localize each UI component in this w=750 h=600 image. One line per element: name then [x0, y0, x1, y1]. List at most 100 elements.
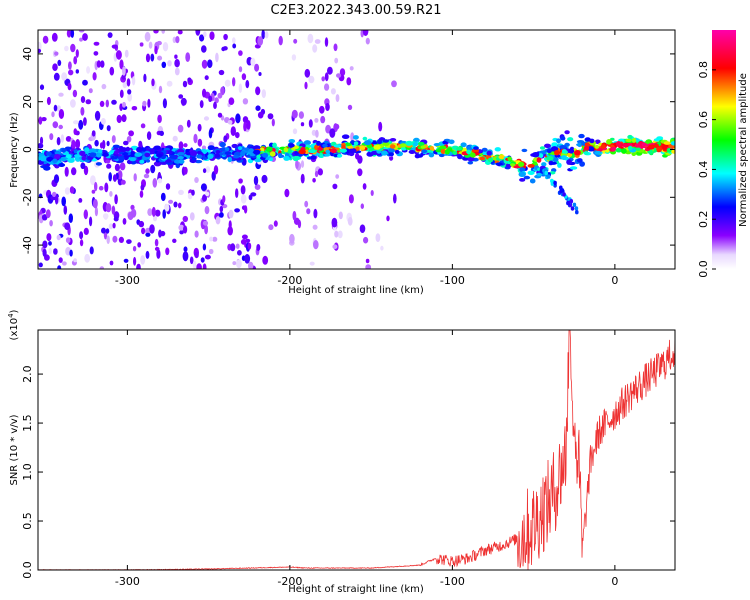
spectrogram-cell — [317, 147, 324, 151]
spectrogram-cell — [70, 43, 76, 53]
spectrogram-cell — [117, 170, 123, 180]
spectrogram-cell — [347, 104, 353, 110]
spectrogram-cell — [196, 263, 202, 269]
spectrogram-cell — [324, 37, 329, 47]
spectrogram-cell — [82, 33, 88, 41]
spectrogram-cell — [546, 148, 552, 154]
spectrogram-cell — [42, 248, 47, 257]
spectrogram-cell — [175, 36, 180, 44]
spectrogram-cell — [312, 224, 318, 230]
spectrogram-cell — [312, 178, 316, 183]
spectrogram-cell — [39, 136, 44, 145]
spectrogram-cell — [213, 165, 219, 175]
spectrogram-cell — [99, 100, 105, 107]
spectrogram-cell — [439, 145, 447, 150]
spectrogram-cell — [278, 152, 283, 159]
spectrogram-cell — [219, 141, 226, 148]
spectrogram-cell — [202, 88, 207, 98]
spectrogram-cell — [48, 241, 52, 246]
spectrogram-cell — [594, 150, 602, 155]
spectrogram-xtick-label: -300 — [115, 274, 140, 287]
spectrogram-cell — [114, 163, 120, 172]
spectrogram-cell — [94, 139, 99, 147]
spectrogram-cell — [180, 97, 187, 106]
snr-frame — [37, 329, 676, 571]
spectrogram-cell — [38, 116, 43, 125]
spectrogram-cell — [178, 159, 185, 164]
spectrogram-cell — [268, 157, 274, 162]
spectrogram-cell — [209, 31, 215, 40]
spectrogram-cell — [122, 218, 127, 225]
spectrogram-cell — [322, 143, 328, 148]
snr-xtick-label: -100 — [440, 575, 465, 588]
spectrogram-cell — [52, 191, 57, 197]
spectrogram-cell — [330, 148, 337, 154]
snr-ytick-label: 0.0 — [21, 561, 34, 579]
spectrogram-cell — [187, 77, 192, 83]
spectrogram-cell — [228, 97, 235, 105]
spectrogram-cell — [562, 192, 566, 197]
spectrogram-cell — [442, 140, 448, 145]
spectrogram-cell — [566, 159, 572, 165]
spectrogram-cell — [214, 97, 219, 104]
spectrogram-cell — [378, 121, 383, 132]
spectrogram-cell — [656, 146, 662, 152]
spectrogram-cell — [232, 155, 240, 159]
spectrogram-cell — [262, 255, 269, 265]
spectrogram-cell — [310, 155, 317, 160]
spectrogram-cell — [201, 59, 208, 69]
spectrogram-cell — [272, 142, 277, 148]
spectrogram-cell — [61, 196, 66, 207]
spectrogram-cell — [178, 224, 185, 231]
spectrogram-cell — [595, 139, 601, 145]
spectrogram-cell — [82, 79, 88, 86]
spectrogram-cell — [486, 150, 492, 156]
spectrogram-cell — [71, 139, 76, 150]
spectrogram-cell — [68, 69, 74, 76]
spectrogram-cell — [89, 246, 94, 255]
spectrogram-cell — [235, 188, 239, 199]
spectrogram-cell — [64, 45, 69, 52]
spectrogram-cell — [116, 114, 122, 124]
spectrogram-cell — [267, 113, 274, 120]
spectrogram-cell — [83, 117, 87, 126]
spectrogram-cell — [202, 168, 207, 174]
spectrogram-cell — [114, 150, 120, 155]
spectrogram-cell — [666, 147, 672, 153]
spectrogram-cell — [162, 42, 169, 52]
spectrogram-cell — [309, 261, 315, 266]
spectrogram-cell — [79, 150, 86, 156]
spectrogram-cell — [99, 142, 104, 149]
snr-ytick-label: 1.5 — [21, 414, 34, 432]
spectrogram-cell — [257, 36, 264, 46]
spectrogram-cell — [237, 146, 243, 151]
spectrogram-cell — [579, 161, 585, 167]
spectrogram-cell — [199, 100, 204, 109]
spectrogram-cell — [631, 137, 637, 143]
spectrogram-cell — [262, 152, 269, 158]
spectrogram-xtick-label: -200 — [277, 274, 302, 287]
spectrogram-cell — [228, 209, 234, 219]
spectrogram-marks — [38, 30, 675, 269]
spectrogram-cell — [54, 151, 62, 155]
spectrogram-cell — [109, 191, 113, 197]
spectrogram-cell — [544, 170, 549, 176]
spectrogram-cell — [83, 165, 89, 176]
spectrogram-cell — [338, 211, 343, 220]
spectrogram-cell — [57, 265, 62, 269]
spectrogram-cell — [141, 155, 148, 161]
spectrogram-cell — [54, 194, 59, 205]
spectrogram-cell — [304, 200, 309, 208]
spectrogram-cell — [124, 49, 129, 58]
spectrogram-cell — [93, 51, 99, 56]
spectrogram-cell — [313, 240, 319, 250]
spectrogram-cell — [153, 30, 159, 34]
spectrogram-cell — [141, 227, 146, 235]
spectrogram-cell — [254, 63, 260, 72]
spectrogram-cell — [39, 156, 47, 161]
spectrogram-cell — [289, 233, 295, 244]
spectrogram-cell — [105, 99, 110, 108]
spectrogram-cell — [126, 136, 132, 143]
spectrogram-cell — [487, 157, 494, 163]
spectrogram-cell — [219, 205, 224, 213]
